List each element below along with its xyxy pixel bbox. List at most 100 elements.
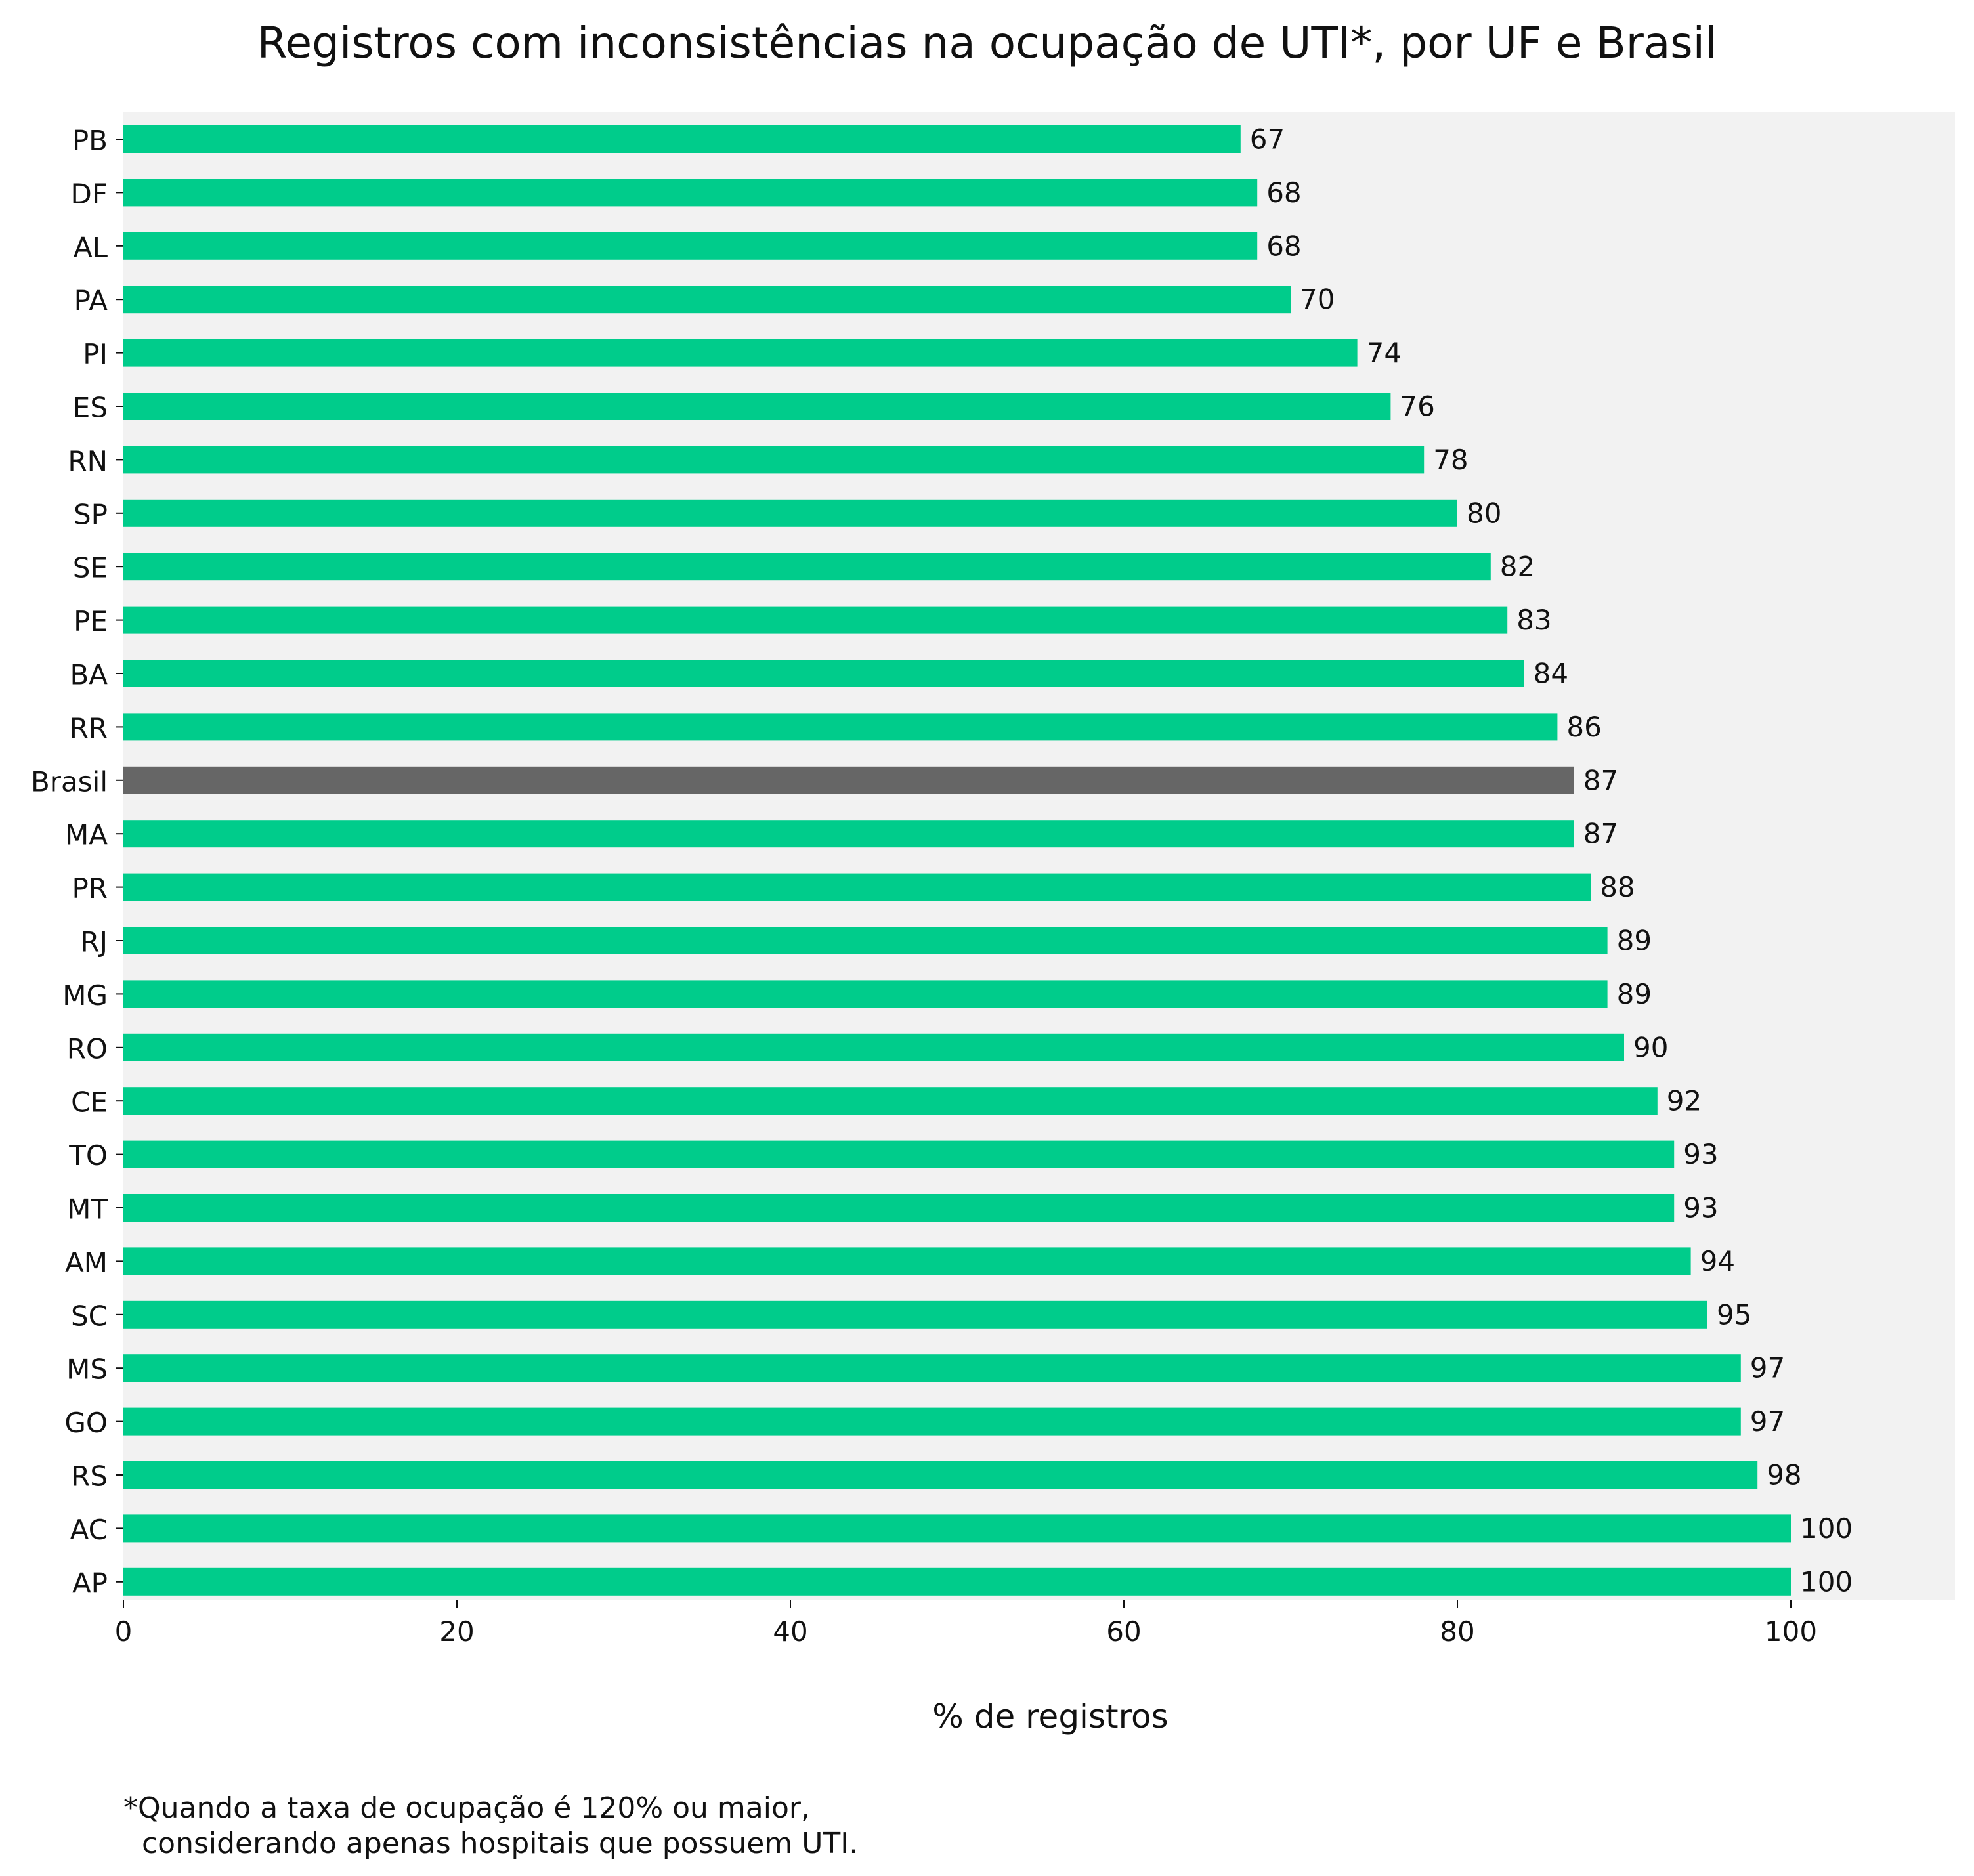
footnote-line-2: considerando apenas hospitais que possue… <box>123 1827 859 1860</box>
value-label-ro: 90 <box>1633 1031 1668 1063</box>
bar-rn <box>123 446 1425 474</box>
value-label-ms: 97 <box>1750 1352 1785 1384</box>
y-tick-label-es: ES <box>73 392 108 424</box>
bar-rr <box>123 713 1558 741</box>
value-label-sc: 95 <box>1717 1298 1751 1331</box>
bar-pa <box>123 286 1291 314</box>
y-tick-label-brasil: Brasil <box>31 765 108 798</box>
y-tick-label-ac: AC <box>70 1514 108 1546</box>
y-tick-label-rn: RN <box>68 445 108 477</box>
bar-rj <box>123 927 1608 954</box>
value-label-pr: 88 <box>1600 871 1635 903</box>
bar-ap <box>123 1567 1791 1596</box>
value-label-df: 68 <box>1266 177 1301 209</box>
bar-ac <box>123 1514 1791 1543</box>
value-label-mt: 93 <box>1683 1192 1718 1224</box>
chart-title: Registros com inconsistências na ocupaçã… <box>257 18 1717 68</box>
bar-pb <box>123 125 1241 153</box>
y-tick-label-pb: PB <box>72 125 108 157</box>
value-label-am: 94 <box>1700 1245 1735 1277</box>
y-tick-label-to: TO <box>68 1140 108 1172</box>
value-label-es: 76 <box>1400 391 1434 423</box>
y-tick-label-ms: MS <box>66 1354 108 1386</box>
bar-go <box>123 1407 1741 1436</box>
footnote-line-1: *Quando a taxa de ocupação é 120% ou mai… <box>123 1791 810 1825</box>
y-tick-label-mg: MG <box>62 979 108 1012</box>
value-label-ac: 100 <box>1800 1512 1853 1545</box>
y-tick-label-pe: PE <box>74 605 108 637</box>
y-tick-label-ro: RO <box>67 1033 108 1065</box>
x-axis: 0 20 40 60 80 100 <box>115 1600 1817 1648</box>
value-label-pe: 83 <box>1516 604 1551 636</box>
value-label-ma: 87 <box>1583 818 1618 850</box>
value-label-rj: 89 <box>1617 925 1652 957</box>
x-tick-label-100: 100 <box>1765 1615 1817 1648</box>
y-tick-label-ap: AP <box>72 1567 108 1599</box>
value-labels-layer: 67 68 68 70 74 76 78 80 82 83 84 86 87 87 88 89 89 90 92 93… <box>1250 123 1853 1598</box>
value-label-pi: 74 <box>1367 337 1402 369</box>
y-tick-label-sc: SC <box>71 1300 108 1332</box>
value-label-ce: 92 <box>1667 1085 1702 1117</box>
bar-ma <box>123 820 1574 848</box>
x-tick-label-0: 0 <box>115 1615 133 1648</box>
y-tick-label-ma: MA <box>65 819 108 851</box>
value-label-al: 68 <box>1266 230 1301 262</box>
y-tick-label-pi: PI <box>83 338 108 370</box>
y-tick-label-sp: SP <box>74 498 108 530</box>
bar-al <box>123 232 1258 260</box>
y-tick-label-se: SE <box>73 552 108 584</box>
y-tick-label-mt: MT <box>67 1193 108 1226</box>
x-axis-label: % de registros <box>932 1697 1169 1736</box>
bar-ro <box>123 1033 1624 1061</box>
footnote: *Quando a taxa de ocupação é 120% ou mai… <box>123 1791 858 1862</box>
y-tick-label-am: AM <box>65 1247 108 1279</box>
value-label-pa: 70 <box>1300 284 1335 316</box>
bar-se <box>123 553 1491 581</box>
bar-to <box>123 1140 1675 1168</box>
value-label-ba: 84 <box>1534 658 1568 690</box>
value-label-to: 93 <box>1683 1138 1718 1170</box>
y-tick-label-go: GO <box>64 1407 108 1439</box>
value-label-go: 97 <box>1750 1405 1785 1438</box>
bar-ba <box>123 660 1524 687</box>
y-tick-label-pr: PR <box>72 872 108 905</box>
bar-ms <box>123 1354 1741 1382</box>
y-tick-label-pa: PA <box>74 285 108 317</box>
bar-rs <box>123 1461 1758 1489</box>
x-tick-label-60: 60 <box>1106 1615 1141 1648</box>
y-tick-label-rs: RS <box>71 1460 108 1493</box>
value-label-se: 82 <box>1500 551 1535 583</box>
x-tick-label-40: 40 <box>773 1615 807 1648</box>
y-tick-label-al: AL <box>74 231 108 263</box>
bar-df <box>123 179 1258 207</box>
value-label-rs: 98 <box>1767 1459 1801 1491</box>
value-label-brasil: 87 <box>1583 764 1618 796</box>
value-label-rr: 86 <box>1566 711 1601 743</box>
value-label-rn: 78 <box>1433 444 1468 476</box>
y-tick-label-df: DF <box>71 178 108 210</box>
y-tick-label-rj: RJ <box>80 926 108 958</box>
bar-am <box>123 1247 1691 1275</box>
y-tick-label-rr: RR <box>70 712 108 744</box>
value-label-ap: 100 <box>1800 1566 1853 1598</box>
value-label-mg: 89 <box>1617 978 1652 1010</box>
value-label-sp: 80 <box>1467 497 1501 529</box>
bar-pe <box>123 606 1508 634</box>
y-axis: PB DF AL PA PI ES RN SP SE PE BA RR Brasil MA PR RJ MG RO… <box>31 125 123 1599</box>
bar-sp <box>123 499 1457 527</box>
y-tick-label-ba: BA <box>70 659 108 691</box>
x-tick-label-80: 80 <box>1440 1615 1474 1648</box>
bars-layer <box>123 125 1791 1596</box>
y-tick-label-ce: CE <box>71 1086 108 1119</box>
x-tick-label-20: 20 <box>439 1615 474 1648</box>
bar-mt <box>123 1194 1675 1222</box>
bar-brasil <box>123 766 1574 794</box>
bar-sc <box>123 1300 1707 1329</box>
bar-pi <box>123 339 1358 367</box>
bar-pr <box>123 873 1591 901</box>
bar-es <box>123 393 1391 420</box>
bar-ce <box>123 1087 1658 1115</box>
bar-mg <box>123 980 1608 1008</box>
value-label-pb: 67 <box>1250 123 1285 156</box>
